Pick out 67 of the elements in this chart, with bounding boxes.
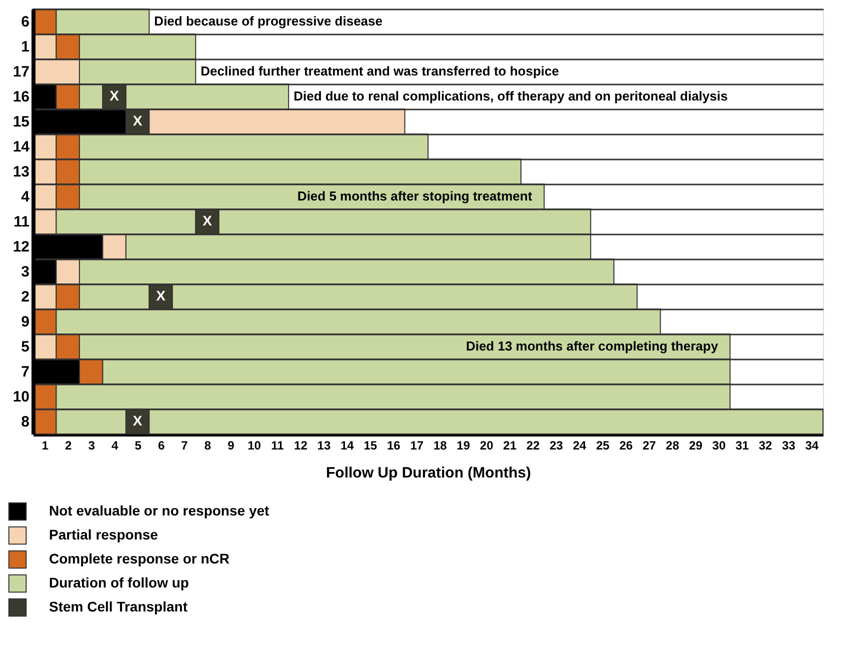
x-tick-label: 8 bbox=[204, 438, 212, 452]
x-tick-label: 25 bbox=[596, 438, 610, 452]
legend-label: Not evaluable or no response yet bbox=[49, 502, 270, 518]
x-tick-label: 11 bbox=[271, 438, 284, 452]
x-tick-label: 14 bbox=[340, 438, 354, 452]
x-tick-label: 17 bbox=[410, 438, 424, 452]
x-tick-label: 7 bbox=[181, 438, 188, 452]
data-label: X bbox=[156, 288, 166, 304]
y-tick-label: 10 bbox=[12, 388, 30, 406]
x-tick-label: 12 bbox=[294, 438, 308, 452]
y-tick-label: 14 bbox=[12, 138, 30, 156]
data-label: X bbox=[110, 88, 120, 104]
x-axis-title: Follow Up Duration (Months) bbox=[326, 464, 531, 482]
legend-label: Duration of follow up bbox=[49, 574, 189, 590]
y-tick-label: 5 bbox=[21, 338, 30, 356]
x-tick-label: 21 bbox=[503, 438, 517, 452]
x-tick-label: 9 bbox=[228, 438, 235, 452]
x-tick-label: 34 bbox=[805, 438, 819, 452]
x-tick-label: 26 bbox=[619, 438, 633, 452]
legend-label: Partial response bbox=[49, 526, 158, 542]
legend-label: Complete response or nCR bbox=[49, 550, 230, 566]
annotation: Died 13 months after completing therapy bbox=[466, 338, 719, 354]
x-tick-label: 29 bbox=[689, 438, 703, 452]
data-label: X bbox=[202, 212, 213, 228]
x-tick-label: 28 bbox=[666, 438, 680, 452]
x-tick-label: 32 bbox=[758, 438, 772, 452]
x-tick-label: 15 bbox=[364, 438, 378, 452]
y-tick-label: 4 bbox=[21, 188, 30, 206]
annotation: Died because of progressive disease bbox=[154, 14, 383, 28]
data-label: X bbox=[132, 112, 143, 128]
x-tick-label: 19 bbox=[456, 438, 470, 452]
x-tick-label: 33 bbox=[782, 438, 796, 452]
x-tick-label: 6 bbox=[158, 438, 165, 452]
x-tick-label: 31 bbox=[735, 438, 750, 452]
x-tick-label: 24 bbox=[572, 438, 587, 452]
y-tick-label: 8 bbox=[21, 414, 30, 430]
y-tick-label: 11 bbox=[14, 214, 30, 230]
y-tick-label: 13 bbox=[12, 164, 30, 180]
y-tick-label: 2 bbox=[21, 288, 30, 306]
annotation: Died due to renal complications, off therapy and on peritoneal dialysis bbox=[294, 88, 728, 104]
x-tick-label: 10 bbox=[248, 438, 262, 452]
x-tick-label: 20 bbox=[480, 438, 494, 452]
x-tick-label: 18 bbox=[433, 438, 448, 452]
y-tick-label: 9 bbox=[21, 314, 30, 330]
annotation: Died 5 months after stoping treatment bbox=[297, 188, 533, 204]
y-tick-label: 16 bbox=[12, 88, 30, 106]
x-tick-label: 3 bbox=[88, 438, 96, 452]
y-tick-label: 3 bbox=[21, 264, 30, 280]
y-tick-label: 1 bbox=[21, 38, 30, 56]
x-tick-label: 1 bbox=[42, 438, 49, 452]
annotation: Declined further treatment and was transferred to hospice bbox=[200, 64, 559, 78]
y-tick-label: 6 bbox=[21, 14, 30, 30]
x-tick-label: 27 bbox=[642, 438, 656, 452]
data-label: X bbox=[132, 412, 143, 428]
x-tick-label: 23 bbox=[550, 438, 564, 452]
y-tick-label: 7 bbox=[21, 364, 30, 380]
y-tick-label: 15 bbox=[12, 114, 30, 130]
x-tick-label: 4 bbox=[111, 438, 118, 452]
y-tick-label: 12 bbox=[12, 238, 30, 256]
legend-label: Stem Cell Transplant bbox=[49, 598, 188, 614]
x-tick-label: 30 bbox=[712, 438, 726, 452]
x-tick-label: 22 bbox=[526, 438, 540, 452]
y-tick-label: 17 bbox=[12, 64, 30, 80]
x-tick-label: 5 bbox=[134, 438, 142, 452]
x-tick-label: 16 bbox=[386, 438, 401, 452]
x-tick-label: 2 bbox=[65, 438, 72, 452]
x-tick-label: 13 bbox=[317, 438, 331, 452]
